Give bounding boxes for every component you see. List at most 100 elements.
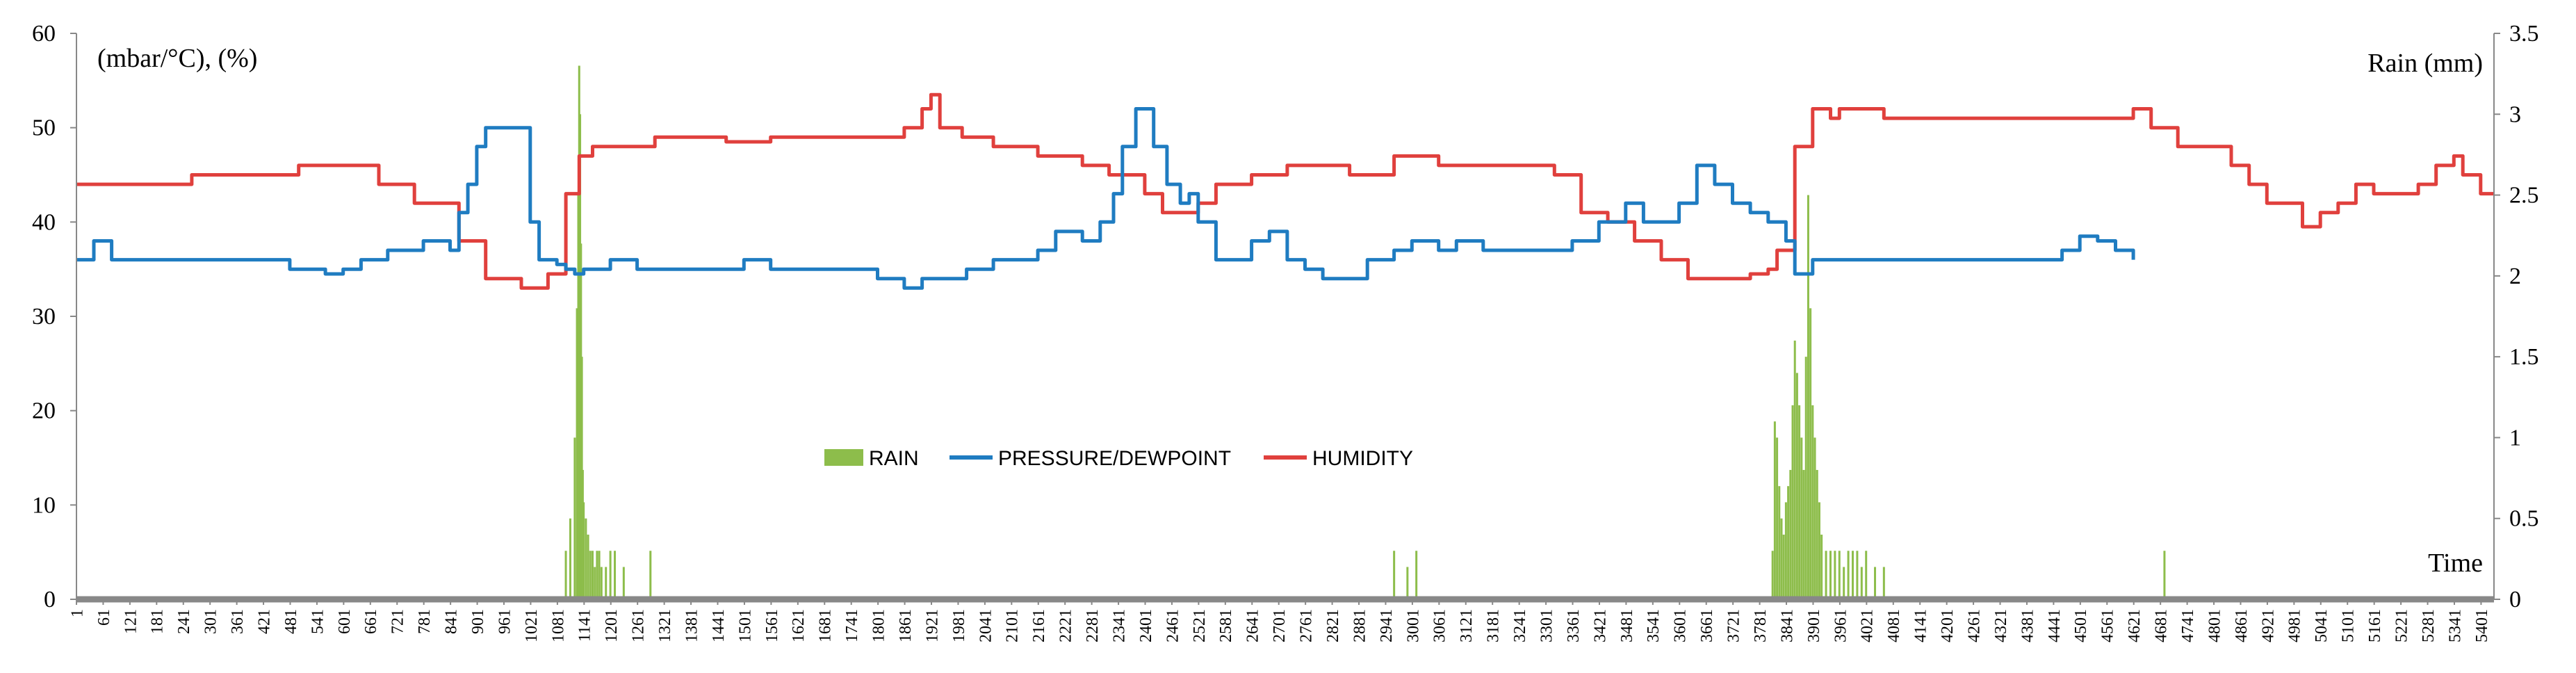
- rain-bar: [564, 551, 567, 599]
- series-lines: [76, 92, 2494, 290]
- rain-bar: [1804, 357, 1807, 599]
- x-tick-label: 5281: [2420, 609, 2438, 642]
- rain-bar: [1789, 469, 1792, 599]
- x-tick-label: 1081: [549, 609, 567, 642]
- x-tick-label: 301: [202, 609, 220, 634]
- rain-bar: [1415, 551, 1418, 599]
- x-tick-label: 2341: [1110, 609, 1128, 642]
- x-tick-label: 3601: [1672, 609, 1690, 642]
- rain-bar: [1807, 195, 1809, 600]
- x-tick-label: 3721: [1725, 609, 1743, 642]
- rain-bar: [1782, 534, 1785, 599]
- x-tick-label: 4561: [2099, 609, 2117, 642]
- x-tick-label: 2221: [1057, 609, 1075, 642]
- x-tick-label: 961: [496, 609, 514, 634]
- x-tick-label: 4021: [1859, 609, 1877, 642]
- x-tick-label: 5161: [2366, 609, 2384, 642]
- rain-bar: [573, 437, 576, 599]
- rain-bar: [589, 551, 592, 599]
- x-tick-label: 4741: [2179, 609, 2197, 642]
- x-tick-label: 3661: [1698, 609, 1716, 642]
- rain-bar: [1829, 551, 1832, 599]
- x-tick-label: 3241: [1511, 609, 1529, 642]
- x-tick-label: 5341: [2446, 609, 2464, 642]
- x-tick-label: 3541: [1645, 609, 1663, 642]
- x-tick-label: 601: [336, 609, 354, 634]
- left-tick-label: 30: [32, 304, 56, 330]
- x-tick-label: 3421: [1591, 609, 1609, 642]
- rain-bar: [1771, 551, 1774, 599]
- x-tick-label: 3961: [1832, 609, 1850, 642]
- x-tick-label: 4801: [2206, 609, 2224, 642]
- x-tick-label: 1861: [897, 609, 915, 642]
- x-tick-label: 1621: [790, 609, 808, 642]
- x-tick-label: 4381: [2019, 609, 2037, 642]
- x-tick-label: 2701: [1271, 609, 1289, 642]
- x-tick-label: 3481: [1618, 609, 1636, 642]
- rain-bar: [1787, 486, 1790, 599]
- right-tick-label: 0: [2509, 587, 2521, 613]
- left-tick-label: 20: [32, 398, 56, 424]
- x-tick-label: 2581: [1217, 609, 1235, 642]
- rain-bar: [1843, 567, 1845, 599]
- x-tick-label: 1501: [736, 609, 754, 642]
- x-tick-label: 241: [175, 609, 193, 634]
- rain-bar: [1780, 518, 1783, 599]
- rain-bar: [2163, 551, 2166, 599]
- x-tick-label: 781: [416, 609, 434, 634]
- right-axis-title: Rain (mm): [2367, 49, 2483, 78]
- left-tick-label: 10: [32, 492, 56, 518]
- rain-bar: [1825, 551, 1827, 599]
- rain-bar: [1834, 551, 1836, 599]
- rain-bar: [1816, 469, 1818, 599]
- humidity-line: [76, 92, 2494, 290]
- rain-bar: [1795, 373, 1798, 599]
- x-tick-label: 4921: [2259, 609, 2277, 642]
- x-tick-label: 3781: [1752, 609, 1770, 642]
- x-tick-label: 1801: [870, 609, 888, 642]
- x-tick-label: 841: [443, 609, 461, 634]
- x-tick-label: 1381: [683, 609, 701, 642]
- x-tick-label: 3361: [1565, 609, 1583, 642]
- rain-bar: [1773, 421, 1776, 599]
- rain-bar: [1800, 437, 1803, 599]
- tick-labels: 0 10 20 30 40 50 60 0 0.5 1 1.5 2 2.5 3 3.5 1 61 121 181 24…: [32, 21, 2539, 642]
- rain-bar: [1882, 567, 1885, 599]
- x-tick-label: 1981: [950, 609, 968, 642]
- rain-bar: [1847, 551, 1850, 599]
- x-tick-label: 2821: [1324, 609, 1342, 642]
- x-tick-label: 3181: [1485, 609, 1503, 642]
- x-tick-label: 2941: [1378, 609, 1396, 642]
- rain-bar: [1791, 405, 1794, 599]
- x-tick-label: 4321: [1992, 609, 2010, 642]
- rain-bar: [594, 567, 596, 599]
- x-tick-label: 4981: [2286, 609, 2304, 642]
- right-tick-label: 3.5: [2509, 21, 2539, 47]
- rain-bar: [569, 518, 571, 599]
- rain-bar: [1798, 405, 1801, 599]
- x-tick-label: 421: [255, 609, 273, 634]
- x-tick-label: 5041: [2313, 609, 2331, 642]
- x-tick-label: 2881: [1351, 609, 1369, 642]
- x-tick-label: 2401: [1137, 609, 1155, 642]
- rain-bar: [582, 502, 585, 599]
- left-tick-label: 60: [32, 21, 56, 47]
- x-tick-label: 3301: [1538, 609, 1556, 642]
- x-tick-label: 1321: [656, 609, 674, 642]
- legend: RAIN PRESSURE/DEWPOINT HUMIDITY: [824, 447, 1413, 470]
- right-tick-label: 3: [2509, 102, 2521, 127]
- rain-bar: [622, 567, 625, 599]
- left-axis-title: (mbar/°C), (%): [97, 44, 257, 73]
- x-tick-label: 1261: [630, 609, 648, 642]
- x-tick-label: 1741: [843, 609, 861, 642]
- x-tick-label: 2161: [1030, 609, 1048, 642]
- x-tick-label: 1441: [710, 609, 728, 642]
- rain-bar: [585, 518, 587, 599]
- x-tick-label: 1201: [603, 609, 621, 642]
- x-tick-label: 4261: [1965, 609, 1983, 642]
- rain-bars: [564, 65, 2166, 600]
- rain-bar: [1820, 534, 1823, 599]
- x-tick-label: 5221: [2393, 609, 2411, 642]
- x-tick-label: 4681: [2153, 609, 2171, 642]
